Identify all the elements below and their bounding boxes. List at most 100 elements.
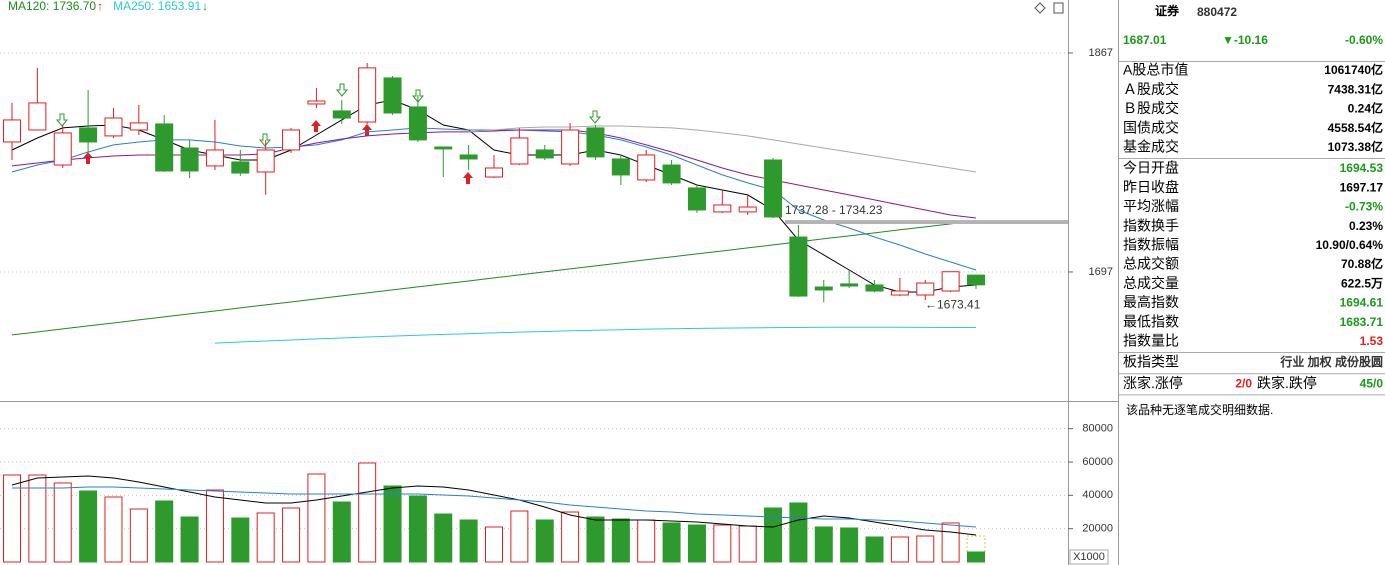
candle-body bbox=[814, 286, 833, 291]
volume-bar bbox=[485, 526, 503, 563]
volume-bar bbox=[713, 524, 732, 563]
volume-bar bbox=[256, 512, 275, 563]
info-value: 1.53 bbox=[1360, 334, 1384, 348]
candle-body bbox=[561, 129, 580, 165]
volume-bar bbox=[561, 511, 580, 563]
candle-body bbox=[155, 123, 174, 172]
candle-body bbox=[941, 271, 960, 292]
volume-bar bbox=[332, 501, 351, 563]
candle-body bbox=[256, 149, 275, 173]
candle-body bbox=[180, 147, 199, 172]
info-value: 10.90/0.64% bbox=[1316, 238, 1384, 252]
volume-bar bbox=[79, 490, 98, 563]
y-tick-label: 20000 bbox=[1082, 523, 1113, 535]
legend-entry: MA250: 1653.91 bbox=[113, 0, 201, 13]
volume-bar bbox=[814, 526, 833, 563]
candle-body bbox=[282, 129, 301, 151]
info-value: 行业 加权 成份股圆 bbox=[1279, 354, 1383, 369]
candle-body bbox=[129, 122, 148, 131]
y-tick-label: 60000 bbox=[1082, 456, 1113, 468]
info-value: 1683.71 bbox=[1340, 315, 1384, 329]
info-label: 板指类型 bbox=[1123, 354, 1179, 370]
volume-bar bbox=[840, 527, 859, 563]
y-tick-label: 40000 bbox=[1082, 489, 1113, 501]
y-tick-label: 1697 bbox=[1089, 266, 1113, 278]
info-label: A股总市值 bbox=[1123, 62, 1188, 78]
candle-body bbox=[3, 119, 21, 143]
info-label: 涨家.涨停 bbox=[1123, 375, 1183, 391]
candle-body bbox=[687, 187, 706, 211]
volume-bar bbox=[764, 507, 783, 563]
info-value: 0.23% bbox=[1349, 219, 1383, 233]
info-value: -0.73% bbox=[1345, 200, 1383, 214]
info-value: 7438.31亿 bbox=[1328, 81, 1383, 96]
candle-body bbox=[586, 127, 605, 158]
legend-trend: ↓ bbox=[202, 0, 208, 13]
volume-average-line bbox=[12, 486, 977, 528]
info-value: 622.5万 bbox=[1341, 276, 1383, 290]
icon-window[interactable] bbox=[1053, 2, 1064, 14]
info-label: 指数换手 bbox=[1123, 217, 1179, 233]
info-value: 1694.53 bbox=[1340, 161, 1384, 175]
candle-body bbox=[637, 154, 656, 181]
candle-body bbox=[967, 274, 985, 286]
volume-bar bbox=[3, 474, 21, 563]
volume-bar bbox=[890, 536, 909, 563]
candle-body bbox=[231, 161, 250, 174]
candle-body bbox=[358, 67, 377, 123]
candle-body bbox=[459, 154, 478, 160]
volume-bar bbox=[28, 474, 47, 563]
info-value: 1694.61 bbox=[1340, 296, 1384, 310]
info-value: 2/0 bbox=[1235, 376, 1252, 390]
ma-line bbox=[11, 220, 977, 336]
unit-box bbox=[1069, 549, 1109, 565]
candle-body bbox=[916, 282, 935, 296]
candle-body bbox=[383, 77, 402, 114]
candle-body bbox=[789, 236, 808, 297]
candle-body bbox=[332, 110, 351, 119]
volume-bar bbox=[611, 518, 630, 563]
volume-average-line bbox=[11, 475, 977, 536]
price-change: ▼-10.16 bbox=[1222, 33, 1268, 47]
candle-body bbox=[764, 159, 783, 218]
volume-bar bbox=[738, 525, 757, 563]
info-label: 今日开盘 bbox=[1123, 160, 1179, 176]
candle-body bbox=[28, 102, 47, 131]
average-line bbox=[468, 125, 977, 173]
volume-bar bbox=[941, 522, 960, 563]
candle-body bbox=[890, 290, 909, 296]
volume-bar bbox=[231, 517, 250, 563]
icon-diamond[interactable] bbox=[1034, 2, 1046, 14]
y-tick-label: 80000 bbox=[1082, 423, 1113, 435]
volume-bar bbox=[155, 500, 174, 563]
volume-bar bbox=[967, 551, 985, 563]
volume-bar bbox=[510, 510, 529, 563]
candle-body bbox=[535, 149, 554, 159]
info-label: 跌家.跌停 bbox=[1257, 375, 1317, 391]
candle-body bbox=[738, 206, 757, 213]
info-label: 总成交量 bbox=[1123, 275, 1179, 291]
candle-body bbox=[485, 167, 503, 178]
legend-entry: MA120: 1736.70 bbox=[8, 0, 96, 13]
info-label: 昨日收盘 bbox=[1123, 179, 1179, 195]
info-value: 45/0 bbox=[1360, 376, 1384, 390]
security-name: 证券 bbox=[1155, 3, 1180, 18]
volume-bar bbox=[53, 482, 72, 563]
info-label: 总成交额 bbox=[1123, 256, 1179, 272]
info-value: 4558.54亿 bbox=[1328, 120, 1383, 135]
y-tick-label: 1867 bbox=[1089, 47, 1113, 59]
volume-bar bbox=[358, 462, 377, 563]
info-value: 1697.17 bbox=[1340, 180, 1384, 194]
volume-bar bbox=[586, 516, 605, 563]
volume-bar bbox=[180, 516, 199, 563]
volume-bar bbox=[307, 473, 326, 563]
info-value: 1061740亿 bbox=[1324, 62, 1383, 77]
info-value: 70.88亿 bbox=[1341, 256, 1383, 271]
volume-bar bbox=[535, 519, 554, 563]
legend-trend: ↑ bbox=[97, 0, 103, 13]
candle-body bbox=[662, 164, 681, 184]
volume-bar bbox=[408, 495, 427, 563]
candle-body bbox=[865, 284, 884, 292]
